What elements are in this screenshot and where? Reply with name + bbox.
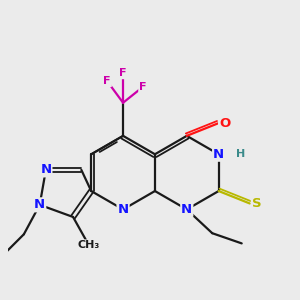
Text: CH₃: CH₃ xyxy=(78,240,100,250)
Text: H: H xyxy=(236,149,245,159)
Text: N: N xyxy=(118,203,129,216)
Text: N: N xyxy=(181,203,192,216)
Text: N: N xyxy=(40,164,51,176)
Text: S: S xyxy=(252,197,261,210)
Text: O: O xyxy=(219,117,230,130)
Text: F: F xyxy=(119,68,127,78)
Text: N: N xyxy=(213,148,224,161)
Text: N: N xyxy=(34,198,45,211)
Text: F: F xyxy=(139,82,147,92)
Text: F: F xyxy=(103,76,111,86)
